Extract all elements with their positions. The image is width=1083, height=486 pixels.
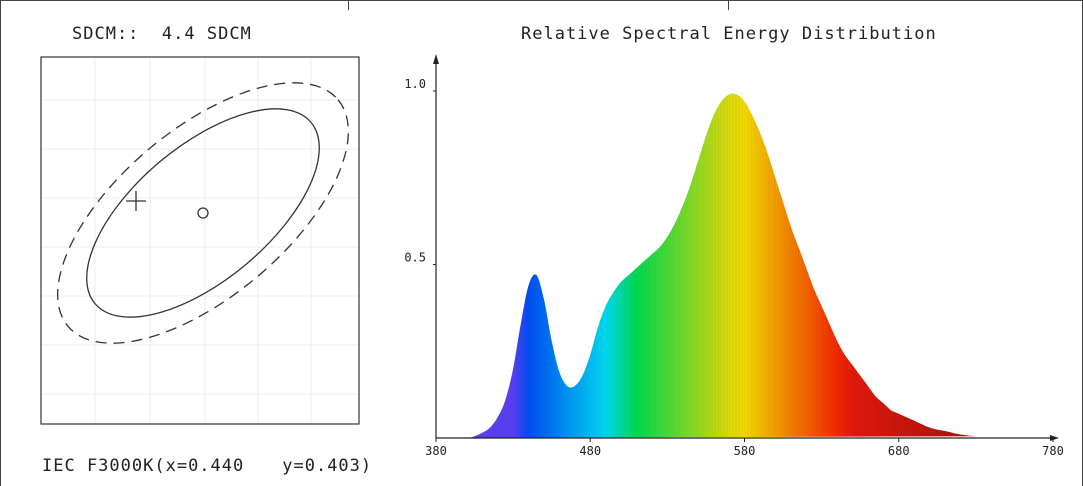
y-axis-arrow-icon	[433, 54, 439, 64]
y-tick-label: 1.0	[404, 77, 426, 91]
frame-top-tick	[728, 0, 729, 10]
target-point-marker	[197, 207, 209, 219]
spectrum-area	[436, 93, 976, 438]
frame-top-border	[0, 0, 1083, 1]
sdcm-title: SDCM:: 4.4 SDCM	[72, 24, 252, 44]
sdcm-title-prefix: SDCM::	[72, 24, 140, 44]
x-tick-label: 480	[579, 444, 601, 458]
sdcm-ellipse-inner	[86, 108, 320, 318]
sdcm-ellipse-outer	[56, 82, 350, 344]
measured-point-cross-icon	[126, 191, 146, 211]
sdcm-value: 4.4 SDCM	[161, 24, 252, 44]
sdcm-grid	[42, 58, 358, 423]
y-tick-label: 0.5	[404, 251, 426, 265]
frame-left-border	[0, 0, 1, 486]
x-tick-label: 780	[1042, 444, 1064, 458]
x-axis-arrow-icon	[1050, 435, 1059, 441]
chart-title: Relative Spectral Energy Distribution	[521, 24, 937, 44]
x-tick-label: 680	[888, 444, 910, 458]
frame-top-tick	[348, 0, 349, 10]
footer-x-coordinate: (x=0.440	[154, 456, 245, 476]
footer-chromaticity: IEC F3000K(x=0.440 y=0.403)	[42, 456, 372, 476]
footer-y-coordinate: y=0.403)	[282, 456, 373, 476]
x-tick-label: 380	[425, 444, 447, 458]
x-tick-labels: 380 480 580 680 780	[425, 438, 1064, 458]
y-tick-labels: 0.5 1.0	[404, 77, 436, 265]
x-tick-label: 580	[734, 444, 756, 458]
footer-standard: IEC F3000K	[42, 456, 155, 476]
